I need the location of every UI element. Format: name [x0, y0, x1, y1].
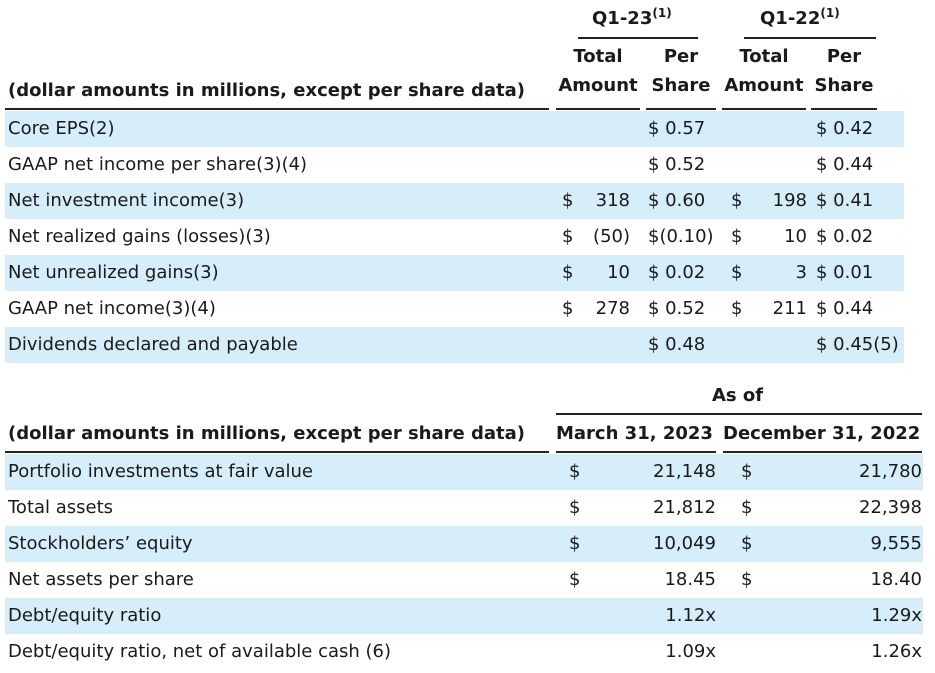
table-row	[5, 183, 904, 219]
march-value: 21,148	[653, 461, 716, 482]
december-value: 9,555	[870, 533, 922, 554]
march-value: 1.09x	[665, 641, 716, 662]
q1-23-per-share: $(0.10)	[648, 226, 714, 247]
footnote-marker: (1)	[820, 6, 840, 20]
q1-23-per-share: $ 0.52	[648, 154, 706, 175]
header-rule	[556, 108, 640, 110]
december-dollar-sign: $	[741, 497, 753, 518]
q1-22-per-share: $ 0.42	[816, 118, 874, 139]
q1-22-total-amount: 10	[784, 226, 807, 247]
december-value: 1.29x	[871, 605, 922, 626]
table-row	[5, 111, 904, 147]
row-label: GAAP net income(3)(4)	[8, 298, 216, 319]
header-rule	[5, 108, 549, 110]
q1-23-total-amount: 318	[595, 190, 630, 211]
q1-22-per-share: $ 0.01	[816, 262, 874, 283]
header-rule	[811, 108, 877, 110]
q1-22-per-share: $ 0.44	[816, 298, 874, 319]
period-underline	[578, 37, 698, 39]
as-of-underline	[556, 413, 922, 415]
table-row	[5, 327, 904, 363]
march-dollar-sign: $	[569, 569, 581, 590]
col-header-march-2023: March 31, 2023	[556, 423, 713, 444]
q1-23-per-share: $ 0.02	[648, 262, 706, 283]
q1-22-total-amount: 211	[772, 298, 807, 319]
table-row	[5, 526, 923, 562]
footnote-marker: (1)	[652, 6, 672, 20]
q1-22-per-share: $ 0.41	[816, 190, 874, 211]
row-label: Debt/equity ratio, net of available cash…	[8, 641, 392, 662]
row-label: Net realized gains (losses)(3)	[8, 226, 271, 247]
col-header-december-2022: December 31, 2022	[723, 423, 921, 444]
col-header-per-share: Per Share	[651, 46, 711, 96]
q1-22-dollar-sign: $	[731, 262, 743, 283]
march-dollar-sign: $	[569, 497, 581, 518]
q1-22-total-amount: 3	[795, 262, 807, 283]
q1-22-total-amount: 198	[772, 190, 807, 211]
row-label: Net assets per share	[8, 569, 194, 590]
table-caption: (dollar amounts in millions, except per …	[8, 423, 525, 444]
row-label: Stockholders’ equity	[8, 533, 193, 554]
period-header-q1-23: Q1-23(1)	[592, 6, 672, 29]
december-dollar-sign: $	[741, 569, 753, 590]
table-caption: (dollar amounts in millions, except per …	[8, 80, 525, 101]
december-dollar-sign: $	[741, 533, 753, 554]
december-value: 1.26x	[871, 641, 922, 662]
col-header-total-amount: Total Amount	[724, 46, 804, 96]
q1-22-per-share: $ 0.02	[816, 226, 874, 247]
period-label: Q1-22	[760, 8, 821, 29]
table-row	[5, 454, 923, 490]
december-dollar-sign: $	[741, 461, 753, 482]
period-header-q1-22: Q1-22(1)	[760, 6, 840, 29]
december-value: 18.40	[870, 569, 922, 590]
period-underline	[744, 37, 876, 39]
q1-23-total-amount: 278	[595, 298, 630, 319]
row-label: GAAP net income per share(3)(4)	[8, 154, 308, 175]
december-value: 21,780	[859, 461, 922, 482]
q1-23-total-amount: (50)	[593, 226, 630, 247]
march-value: 1.12x	[665, 605, 716, 626]
q1-22-per-share: $ 0.44	[816, 154, 874, 175]
q1-23-dollar-sign: $	[562, 190, 574, 211]
col-header-per-share: Per Share	[814, 46, 874, 96]
header-rule	[5, 451, 549, 453]
december-value: 22,398	[859, 497, 922, 518]
march-value: 10,049	[653, 533, 716, 554]
header-rule	[646, 108, 716, 110]
period-label: Q1-23	[592, 8, 653, 29]
q1-22-dollar-sign: $	[731, 190, 743, 211]
row-label: Total assets	[8, 497, 114, 518]
q1-23-dollar-sign: $	[562, 226, 574, 247]
row-label: Net unrealized gains(3)	[8, 262, 219, 283]
row-label: Net investment income(3)	[8, 190, 245, 211]
march-dollar-sign: $	[569, 461, 581, 482]
col-header-total-amount: Total Amount	[558, 46, 638, 96]
q1-23-dollar-sign: $	[562, 262, 574, 283]
march-dollar-sign: $	[569, 533, 581, 554]
march-value: 18.45	[664, 569, 716, 590]
header-rule	[722, 108, 806, 110]
march-value: 21,812	[653, 497, 716, 518]
row-label: Portfolio investments at fair value	[8, 461, 313, 482]
table-row	[5, 598, 923, 634]
q1-23-per-share: $ 0.60	[648, 190, 706, 211]
row-label: Debt/equity ratio	[8, 605, 162, 626]
q1-23-per-share: $ 0.57	[648, 118, 706, 139]
q1-23-dollar-sign: $	[562, 298, 574, 319]
q1-23-per-share: $ 0.48	[648, 334, 706, 355]
q1-23-total-amount: 10	[607, 262, 630, 283]
q1-22-per-share: $ 0.45(5)	[816, 334, 899, 355]
q1-22-dollar-sign: $	[731, 298, 743, 319]
row-label: Core EPS(2)	[8, 118, 115, 139]
table-row	[5, 255, 904, 291]
as-of-header: As of	[712, 385, 764, 406]
header-rule	[556, 451, 716, 453]
row-label: Dividends declared and payable	[8, 334, 298, 355]
q1-23-per-share: $ 0.52	[648, 298, 706, 319]
q1-22-dollar-sign: $	[731, 226, 743, 247]
header-rule	[723, 451, 922, 453]
